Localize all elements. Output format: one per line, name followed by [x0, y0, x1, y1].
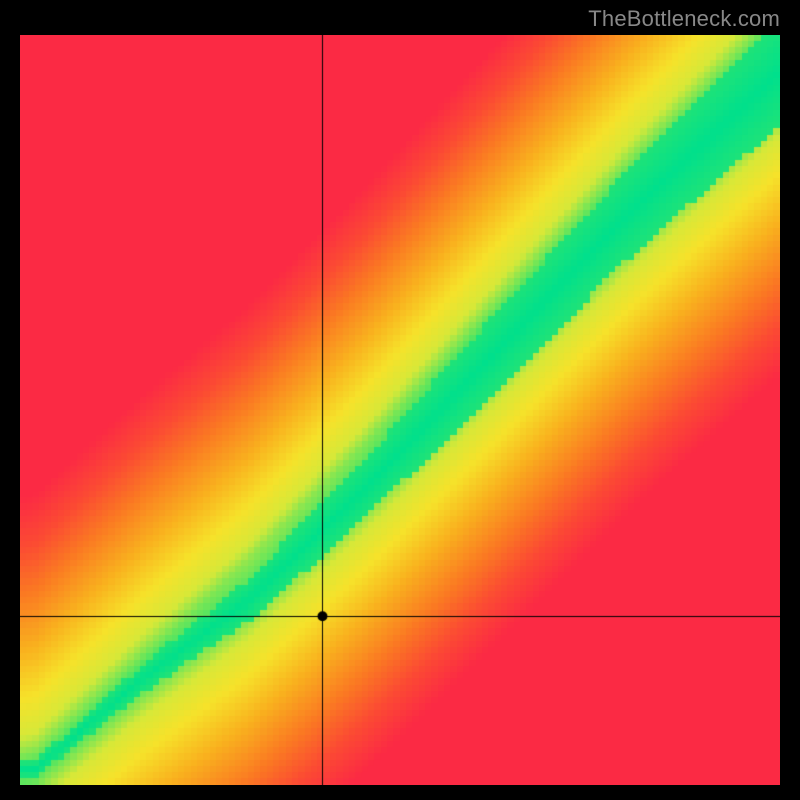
chart-frame: TheBottleneck.com [0, 0, 800, 800]
bottleneck-heatmap [20, 35, 780, 785]
watermark-text: TheBottleneck.com [588, 6, 780, 32]
